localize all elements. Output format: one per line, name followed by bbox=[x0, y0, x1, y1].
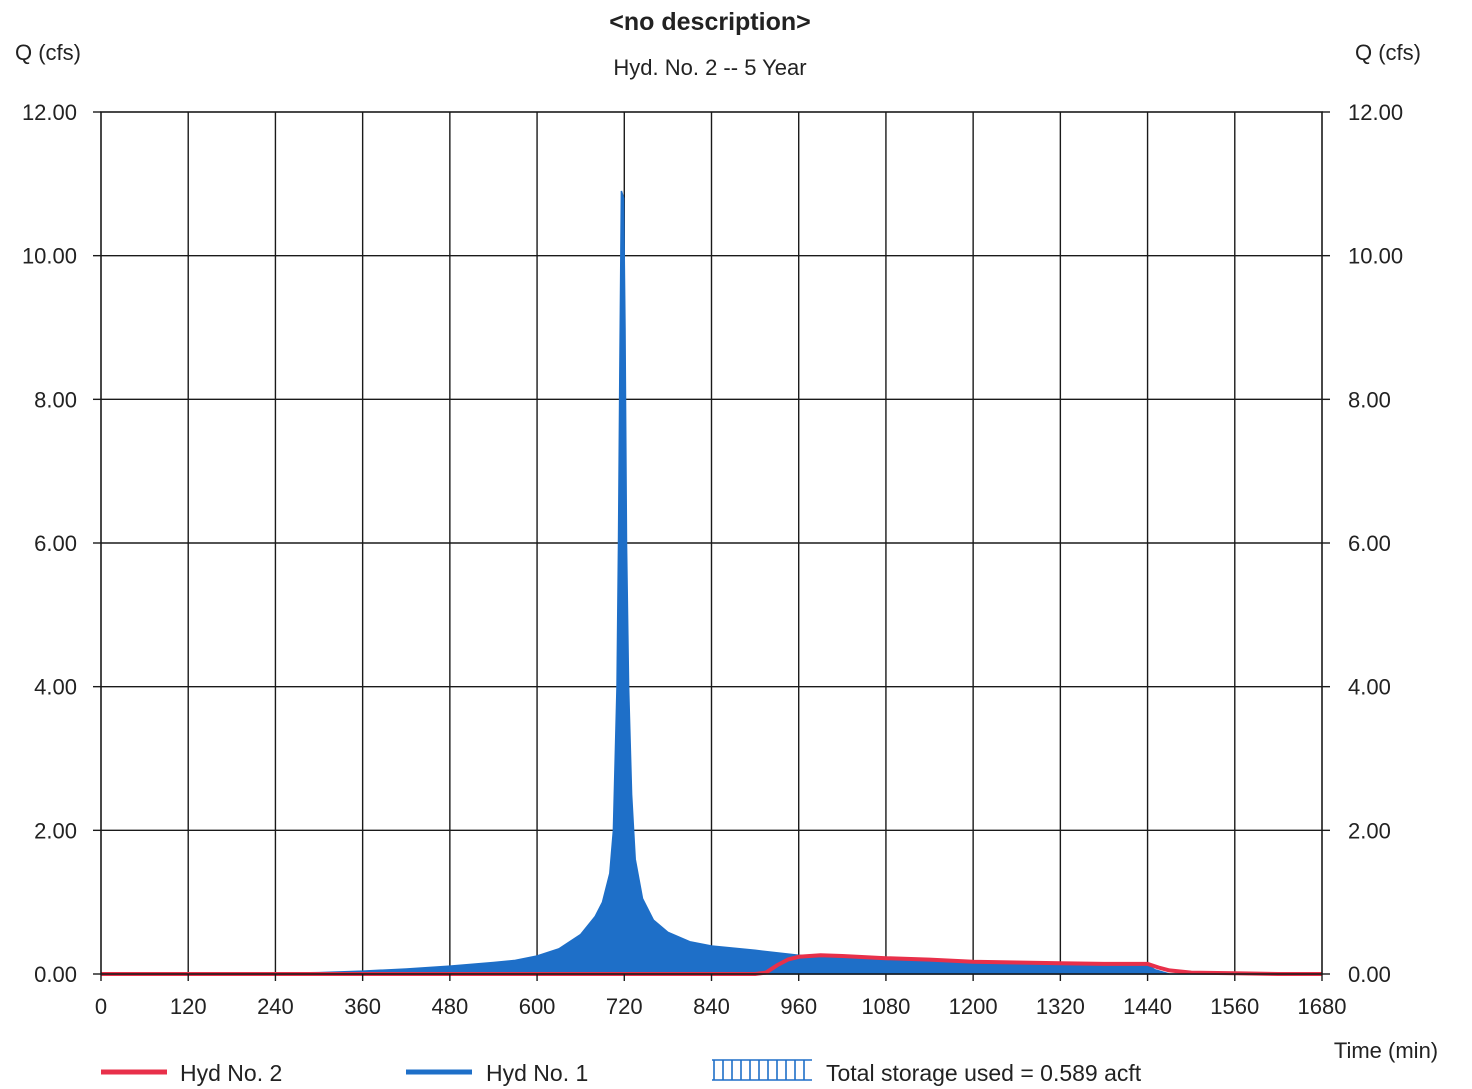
x-tick-label: 1440 bbox=[1123, 994, 1172, 1019]
legend-label: Total storage used = 0.589 acft bbox=[826, 1060, 1142, 1086]
x-tick-label: 600 bbox=[519, 994, 556, 1019]
y-tick-label-left: 10.00 bbox=[22, 244, 77, 269]
y-tick-label-right: 2.00 bbox=[1348, 818, 1391, 843]
y-tick-label-right: 6.00 bbox=[1348, 531, 1391, 556]
x-tick-label: 1080 bbox=[861, 994, 910, 1019]
legend-hatch-swatch bbox=[712, 1059, 812, 1081]
x-tick-label: 840 bbox=[693, 994, 730, 1019]
axis-ticks: 0 120 240 360 480 600 720 840 960 1080 1200 1320 144… bbox=[22, 100, 1403, 1019]
y-tick-label-left: 0.00 bbox=[34, 962, 77, 987]
x-tick-label: 120 bbox=[170, 994, 207, 1019]
x-tick-label: 240 bbox=[257, 994, 294, 1019]
grid-lines bbox=[101, 112, 1322, 974]
y-tick-label-right: 12.00 bbox=[1348, 100, 1403, 125]
y-tick-label-left: 12.00 bbox=[22, 100, 77, 125]
y-tick-label-left: 4.00 bbox=[34, 675, 77, 700]
y-tick-label-right: 10.00 bbox=[1348, 244, 1403, 269]
y-tick-label-right: 0.00 bbox=[1348, 962, 1391, 987]
legend-label: Hyd No. 1 bbox=[486, 1060, 588, 1086]
chart-title: <no description> bbox=[609, 8, 810, 36]
y-tick-label-left: 6.00 bbox=[34, 531, 77, 556]
x-tick-label: 1320 bbox=[1036, 994, 1085, 1019]
y-axis-label-left: Q (cfs) bbox=[15, 40, 81, 65]
x-tick-label: 480 bbox=[431, 994, 468, 1019]
x-tick-label: 1200 bbox=[949, 994, 998, 1019]
legend-label: Hyd No. 2 bbox=[180, 1060, 282, 1086]
x-tick-label: 720 bbox=[606, 994, 643, 1019]
x-tick-label: 1680 bbox=[1298, 994, 1347, 1019]
y-tick-label-left: 2.00 bbox=[34, 818, 77, 843]
x-tick-label: 1560 bbox=[1210, 994, 1259, 1019]
x-tick-label: 360 bbox=[344, 994, 381, 1019]
legend: Hyd No. 2 Hyd No. 1 Total storage used = 0… bbox=[101, 1059, 1142, 1086]
y-tick-label-left: 8.00 bbox=[34, 387, 77, 412]
x-tick-label: 960 bbox=[780, 994, 817, 1019]
y-tick-label-right: 8.00 bbox=[1348, 387, 1391, 412]
chart-subtitle: Hyd. No. 2 -- 5 Year bbox=[613, 55, 806, 80]
x-tick-label: 0 bbox=[95, 994, 107, 1019]
y-tick-label-right: 4.00 bbox=[1348, 675, 1391, 700]
y-axis-label-right: Q (cfs) bbox=[1355, 40, 1421, 65]
x-axis-label: Time (min) bbox=[1334, 1038, 1438, 1063]
